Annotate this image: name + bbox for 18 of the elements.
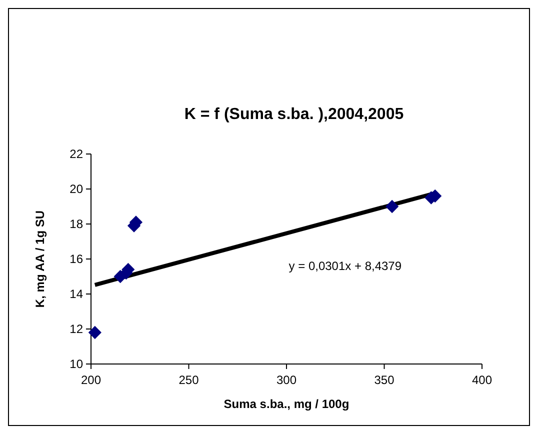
y-tick-label: 12 xyxy=(70,322,84,336)
annotation: y = 0,0301x + 8,4379 xyxy=(288,259,402,274)
y-tick-label: 14 xyxy=(70,287,84,301)
chart-title: K = f (Suma s.ba. ),2004,2005 xyxy=(184,106,404,123)
y-tick-label: 18 xyxy=(70,217,84,231)
y-tick-label: 22 xyxy=(70,147,84,161)
x-tick-label: 350 xyxy=(374,373,395,387)
y-tick-label: 20 xyxy=(70,182,84,196)
y-axis-title: K, mg AA / 1g SU xyxy=(33,210,47,308)
x-tick-label: 400 xyxy=(472,373,492,387)
x-tick-label: 300 xyxy=(276,373,297,387)
y-tick-label: 10 xyxy=(70,357,84,371)
y-tick-label: 16 xyxy=(70,252,84,266)
x-tick-label: 250 xyxy=(178,373,200,387)
x-axis-title: Suma s.ba., mg / 100g xyxy=(224,397,350,411)
x-tick-label: 200 xyxy=(80,373,102,387)
point xyxy=(88,326,102,340)
point xyxy=(386,200,399,214)
